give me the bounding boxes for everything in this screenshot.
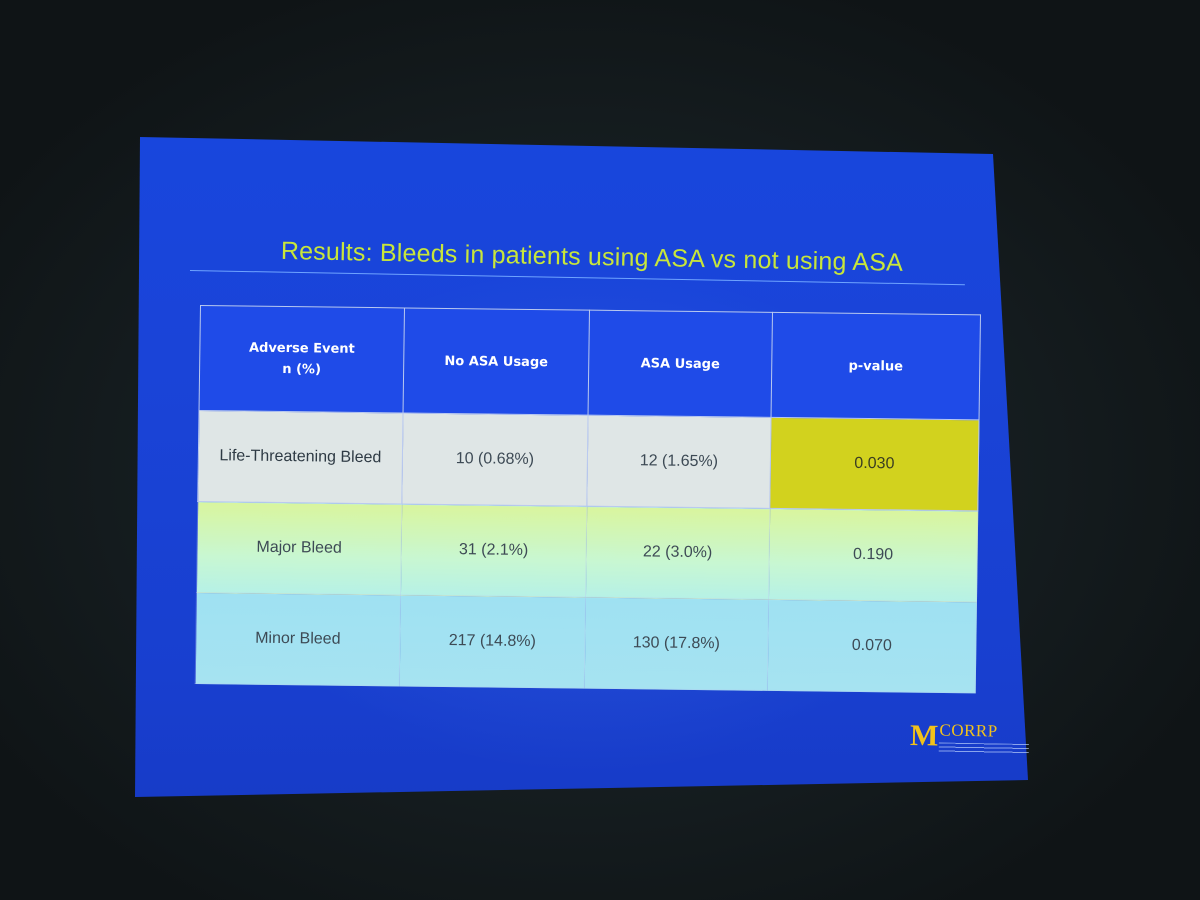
header-adverse-event-line1: Adverse Event [248, 340, 355, 357]
header-p-value: p-value [771, 312, 981, 420]
table-row: Life-Threatening Bleed 10 (0.68%) 12 (1.… [197, 410, 980, 511]
logo-m-mark: M [909, 718, 939, 753]
row-asa-value: 130 (17.8%) [584, 597, 769, 691]
header-adverse-event-line2: n (%) [282, 361, 322, 378]
row-no-asa-value: 217 (14.8%) [399, 594, 586, 689]
header-asa-usage: ASA Usage [588, 310, 773, 418]
row-no-asa-value: 31 (2.1%) [400, 503, 587, 598]
logo-fine-print [939, 742, 1030, 755]
row-event-label: Minor Bleed [195, 592, 401, 686]
header-adverse-event: Adverse Event n (%) [199, 305, 405, 413]
header-no-asa-usage: No ASA Usage [403, 307, 590, 416]
table-row: Minor Bleed 217 (14.8%) 130 (17.8%) 0.07… [195, 592, 977, 693]
results-table: Adverse Event n (%) No ASA Usage ASA Usa… [195, 305, 981, 693]
logo-wordmark: CORRP [939, 720, 1030, 755]
row-asa-value: 12 (1.65%) [586, 415, 772, 509]
row-p-value-highlighted: 0.030 [769, 417, 980, 511]
row-no-asa-value: 10 (0.68%) [401, 412, 589, 507]
results-table-container: Adverse Event n (%) No ASA Usage ASA Usa… [195, 305, 981, 693]
row-event-label: Life-Threatening Bleed [197, 410, 404, 504]
logo-text: CORRP [939, 720, 998, 741]
table-header-row: Adverse Event n (%) No ASA Usage ASA Usa… [199, 305, 981, 420]
row-p-value: 0.190 [768, 508, 978, 602]
row-asa-value: 22 (3.0%) [585, 506, 770, 600]
table-row: Major Bleed 31 (2.1%) 22 (3.0%) 0.190 [196, 501, 978, 602]
corrp-logo: M CORRP [909, 718, 1030, 755]
row-p-value: 0.070 [767, 599, 977, 693]
row-event-label: Major Bleed [196, 501, 402, 595]
